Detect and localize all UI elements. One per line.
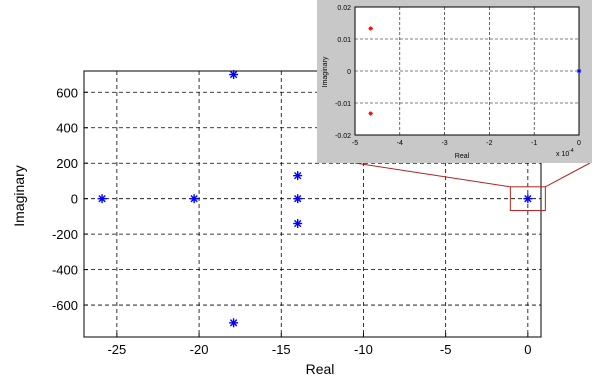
main-y-tick-label: 0 [71,192,78,207]
inset-y-axis-label: Imaginary [322,56,329,87]
main-y-ticks: 600 400 200 0 -200 -400 -600 [52,85,88,313]
main-y-tick-label: 600 [56,85,78,100]
inset-x-multiplier: x 10-4 [556,148,574,158]
main-points [97,70,533,328]
main-x-tick-label: -10 [354,342,373,357]
zoom-box [509,186,546,212]
main-y-tick-label: -200 [52,227,78,242]
zoom-connector-right [545,162,591,188]
inset-points [368,26,582,116]
zoom-connectors [354,162,591,188]
inset-point [368,111,373,116]
main-point [97,194,107,204]
inset-x-tick-label: -3 [441,140,447,147]
inset-y-tick-label: 0.02 [337,5,351,12]
inset-y-tick-label: 0 [347,69,351,76]
main-point [293,219,303,229]
zoom-connector-left [354,162,511,188]
main-x-axis-label: Real [306,361,335,377]
inset-point [368,26,373,31]
main-x-tick-label: -5 [440,342,452,357]
main-point [189,194,199,204]
inset-y-ticks: 0.02 0.01 0 -0.01 -0.02 [335,5,351,140]
main-x-tick-label: 0 [524,342,531,357]
inset-x-tick-label: -5 [352,140,358,147]
inset-x-tick-label: 0 [577,140,581,147]
main-y-tick-label: -600 [52,298,78,313]
main-point [229,70,239,80]
main-point [293,194,303,204]
inset-x-tick-label: -2 [486,140,492,147]
main-point [229,318,239,328]
inset-x-ticks: -5 -4 -3 -2 -1 0 [352,140,581,147]
inset-x-multiplier-base: x 10 [556,151,569,158]
main-point [523,194,533,204]
main-y-tick-label: 400 [56,121,78,136]
main-x-ticks: -25 -20 -15 -10 -5 0 [107,333,531,357]
inset-y-tick-label: -0.01 [335,101,351,108]
inset-x-tick-label: -1 [531,140,537,147]
inset-y-tick-label: 0.01 [337,37,351,44]
inset-x-tick-label: -4 [397,140,403,147]
main-y-tick-label: 200 [56,156,78,171]
main-x-tick-label: -15 [272,342,291,357]
main-y-tick-label: -400 [52,263,78,278]
main-x-tick-label: -20 [190,342,209,357]
inset-grid [355,7,579,135]
inset-x-multiplier-exponent: -4 [569,148,574,154]
main-x-tick-label: -25 [107,342,126,357]
inset-y-tick-label: -0.02 [335,133,351,140]
main-point [293,171,303,181]
inset-point [576,68,582,74]
inset-panel: -5 -4 -3 -2 -1 0 0.02 0.01 0 -0.01 -0.02 Real Ima… [317,0,592,163]
inset-x-axis-label: Real [455,153,470,160]
main-y-axis-label: Imaginary [11,165,27,226]
